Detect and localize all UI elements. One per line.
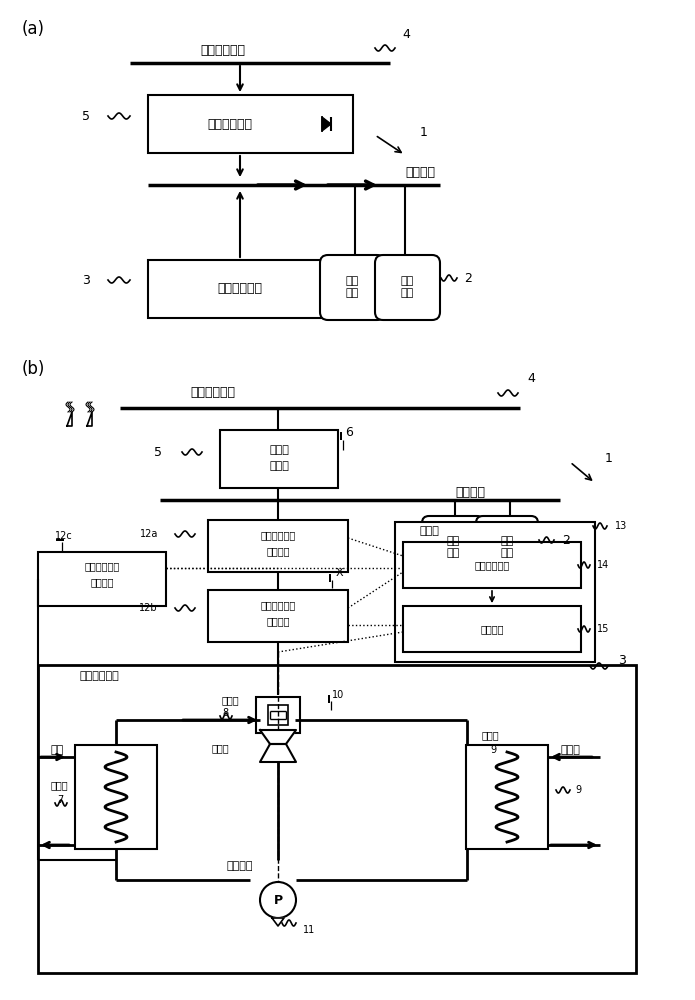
Text: 膨胀机: 膨胀机 — [211, 743, 229, 753]
Text: 4: 4 — [527, 371, 535, 384]
Circle shape — [260, 882, 296, 918]
Text: 13: 13 — [615, 521, 628, 531]
Text: 外部
负载: 外部 负载 — [345, 276, 359, 298]
Text: 外部
负载: 外部 负载 — [446, 536, 459, 558]
Text: 冷却水: 冷却水 — [560, 745, 580, 755]
Bar — [403, 606, 581, 652]
Bar — [75, 745, 157, 849]
Text: 防逆流继电器: 防逆流继电器 — [208, 117, 252, 130]
Text: 继电器: 继电器 — [269, 461, 289, 471]
Text: X: X — [336, 568, 343, 578]
Text: 二元发电系统: 二元发电系统 — [80, 671, 120, 681]
Text: 电力负载: 电力负载 — [405, 165, 435, 178]
Text: 5: 5 — [82, 109, 90, 122]
Bar — [220, 430, 338, 488]
Text: 控制部: 控制部 — [420, 526, 440, 536]
Text: 防逆流: 防逆流 — [269, 445, 289, 455]
Polygon shape — [87, 412, 92, 426]
Text: 外部
负载: 外部 负载 — [400, 276, 414, 298]
Text: 4: 4 — [402, 28, 410, 41]
Text: 12b: 12b — [140, 603, 158, 613]
Text: 第３发电电力: 第３发电电力 — [84, 561, 120, 571]
Text: 第１发电电力: 第１发电电力 — [261, 530, 295, 540]
Text: 12a: 12a — [140, 529, 158, 539]
Text: 工作介质: 工作介质 — [227, 861, 253, 871]
Text: 第２发电电力: 第２发电电力 — [261, 600, 295, 610]
Bar — [38, 552, 166, 606]
Text: (a): (a) — [22, 20, 45, 38]
Text: 泵控制部: 泵控制部 — [480, 624, 504, 634]
Text: 电力供给系统: 电力供给系统 — [190, 386, 235, 399]
Polygon shape — [260, 744, 296, 762]
Text: (b): (b) — [22, 360, 45, 378]
Text: 测定单元: 测定单元 — [90, 577, 114, 587]
Text: 2: 2 — [464, 271, 472, 284]
Bar — [38, 665, 636, 973]
Text: 蒸发器: 蒸发器 — [50, 780, 68, 790]
Polygon shape — [260, 730, 296, 744]
Bar — [403, 542, 581, 588]
Text: 3: 3 — [82, 273, 90, 286]
Bar — [466, 745, 548, 849]
Text: 8: 8 — [222, 708, 228, 718]
Text: 14: 14 — [597, 560, 610, 570]
Text: 温水: 温水 — [50, 745, 64, 755]
Text: 发电机: 发电机 — [221, 695, 239, 705]
FancyBboxPatch shape — [422, 516, 484, 578]
Text: 电力负载: 电力负载 — [455, 486, 485, 498]
Text: 9: 9 — [490, 745, 496, 755]
Bar — [148, 260, 353, 318]
FancyBboxPatch shape — [375, 255, 440, 320]
Text: 2: 2 — [562, 534, 570, 546]
Text: 7: 7 — [57, 795, 63, 805]
Bar — [268, 705, 288, 725]
FancyBboxPatch shape — [320, 255, 385, 320]
Bar — [395, 522, 595, 662]
Bar — [208, 590, 348, 642]
Text: 1: 1 — [605, 452, 613, 464]
Text: 10: 10 — [332, 690, 344, 700]
Text: 5: 5 — [154, 446, 162, 458]
Text: 6: 6 — [345, 426, 353, 438]
Text: 测定单元: 测定单元 — [266, 546, 290, 556]
Text: 1: 1 — [420, 126, 428, 139]
Text: 15: 15 — [597, 624, 610, 634]
Text: 循环量计算部: 循环量计算部 — [475, 560, 509, 570]
Polygon shape — [322, 117, 331, 131]
Text: 外部
负载: 外部 负载 — [500, 536, 514, 558]
Text: 3: 3 — [618, 654, 626, 666]
FancyBboxPatch shape — [476, 516, 538, 578]
Text: P: P — [273, 894, 283, 906]
Text: 测定单元: 测定单元 — [266, 616, 290, 626]
Polygon shape — [67, 412, 72, 426]
Text: 二元发电系统: 二元发电系统 — [218, 282, 263, 296]
Bar — [208, 520, 348, 572]
Text: 凝结器: 凝结器 — [481, 730, 499, 740]
Text: 12c: 12c — [55, 531, 73, 541]
Text: 电力供给系统: 电力供给系统 — [200, 43, 245, 56]
Polygon shape — [272, 918, 284, 926]
Text: 9: 9 — [575, 785, 581, 795]
Bar — [256, 697, 300, 733]
Bar — [148, 95, 353, 153]
Text: 11: 11 — [303, 925, 316, 935]
